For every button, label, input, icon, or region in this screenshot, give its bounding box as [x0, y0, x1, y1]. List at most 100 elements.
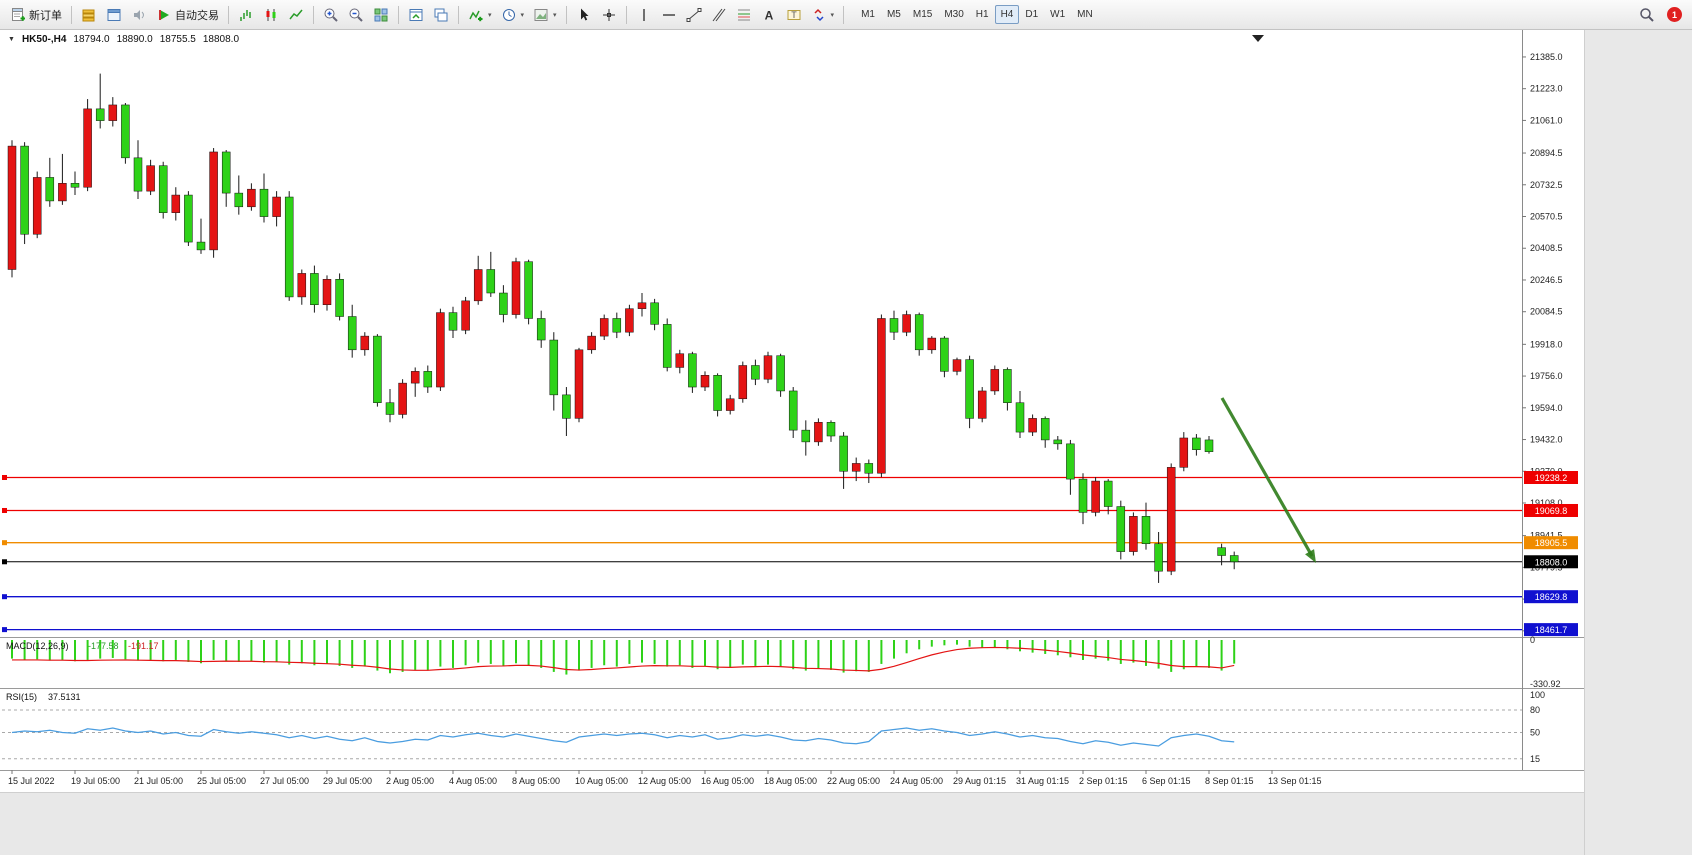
trend-arrow[interactable]: [1220, 397, 1316, 563]
new-order-button-label: 新订单: [29, 9, 62, 22]
candle: [196, 241, 206, 251]
periods-button[interactable]: ▾: [497, 3, 529, 27]
equidistant-channel-button[interactable]: [707, 3, 731, 27]
fibo-icon: [737, 9, 750, 20]
candle: [1066, 443, 1075, 480]
candle: [423, 371, 433, 388]
toolbar-separator: [565, 5, 567, 24]
svg-text:18808.0: 18808.0: [1535, 557, 1568, 567]
svg-text:A: A: [764, 8, 773, 22]
zoom-out-button[interactable]: [344, 3, 368, 27]
window-bottom-margin: [0, 792, 1584, 855]
svg-text:20894.5: 20894.5: [1530, 148, 1563, 158]
svg-text:29 Aug 01:15: 29 Aug 01:15: [953, 776, 1006, 786]
chart-shift-marker[interactable]: [1252, 35, 1264, 42]
svg-text:18941.5: 18941.5: [1530, 531, 1563, 541]
candle: [814, 422, 823, 443]
candle: [650, 302, 659, 325]
crosshair-button[interactable]: [597, 3, 621, 27]
svg-text:31 Aug 01:15: 31 Aug 01:15: [1016, 776, 1069, 786]
toolbar-separator: [458, 5, 459, 24]
zoom-in-button[interactable]: [319, 3, 343, 27]
arrows-icon: [814, 8, 824, 21]
auto-trading-button-label: 自动交易: [175, 9, 219, 22]
candle: [1192, 437, 1201, 450]
trendline-button[interactable]: [682, 3, 706, 27]
timeframe-M30[interactable]: M30: [944, 9, 964, 20]
vline-icon: [642, 8, 645, 21]
svg-text:MACD(12,26,9): MACD(12,26,9): [6, 641, 69, 651]
timeframe-W1[interactable]: W1: [1050, 9, 1066, 20]
bar-chart-type-button[interactable]: [234, 3, 258, 27]
horizontal-line-button[interactable]: [657, 3, 681, 27]
candle: [662, 324, 672, 368]
svg-text:0: 0: [1530, 635, 1535, 645]
crosshair-icon: [602, 8, 615, 21]
svg-text:16 Aug 05:00: 16 Aug 05:00: [701, 776, 754, 786]
text-label-button[interactable]: T: [782, 3, 806, 27]
timeframe-M15[interactable]: M15: [912, 9, 933, 20]
candle: [889, 318, 899, 333]
candle: [902, 314, 911, 333]
svg-text:10 Aug 05:00: 10 Aug 05:00: [575, 776, 628, 786]
toolbar-right-cluster: 1: [1635, 3, 1686, 27]
price-tags: 19238.2 19069.8 18905.5 18808.0 18629.8 18461…: [1524, 471, 1578, 637]
auto-trading-button[interactable]: 自动交易: [152, 3, 223, 27]
candle: [247, 188, 256, 208]
hline-left-marker: [2, 507, 7, 513]
timeframe-D1[interactable]: D1: [1025, 9, 1039, 20]
time-axis: 15 Jul 2022 19 Jul 05:00 21 Jul 05:00 25 Ju…: [8, 770, 1322, 786]
new-order-button[interactable]: 新订单: [6, 3, 66, 27]
chevron-down-icon: ▾: [488, 11, 492, 19]
timeframe-M5[interactable]: M5: [886, 9, 901, 20]
data-window-button[interactable]: [102, 3, 126, 27]
search-button[interactable]: [1635, 3, 1659, 27]
zoom-out-icon: [349, 8, 363, 22]
line-chart-type-button[interactable]: [284, 3, 308, 27]
timeframe-M1[interactable]: M1: [861, 9, 875, 20]
candle: [1015, 402, 1025, 433]
terminal-button[interactable]: [127, 3, 151, 27]
arrange-windows-button[interactable]: [404, 3, 428, 27]
svg-text:21 Jul 05:00: 21 Jul 05:00: [134, 776, 183, 786]
candle: [788, 390, 798, 431]
candle: [20, 145, 29, 235]
text-button[interactable]: A: [757, 3, 781, 27]
svg-text:8 Aug 05:00: 8 Aug 05:00: [512, 776, 560, 786]
svg-text:37.5131: 37.5131: [48, 692, 81, 702]
notification-badge[interactable]: 1: [1667, 7, 1682, 22]
candle-chart-type-button[interactable]: [259, 3, 283, 27]
hline-icon: [662, 13, 675, 16]
svg-text:-177.58: -177.58: [88, 641, 119, 651]
candle: [95, 108, 105, 121]
candlestick-chart[interactable]: 21385.0 21223.0 21061.0 20894.5 20732.5 20570…: [0, 30, 1584, 792]
toolbar-separator: [228, 5, 229, 24]
timeframe-H4[interactable]: H4: [994, 5, 1020, 24]
tile-windows-button[interactable]: [369, 3, 393, 27]
toolbar-separator: [398, 5, 399, 24]
cascade-windows-button[interactable]: [429, 3, 453, 27]
market-watch-button[interactable]: [77, 3, 101, 27]
candle: [688, 353, 697, 388]
candle: [45, 177, 55, 202]
svg-text:20732.5: 20732.5: [1530, 180, 1563, 190]
arrows-tool-button[interactable]: ▾: [807, 3, 839, 27]
candle: [272, 196, 281, 217]
vertical-line-button[interactable]: [632, 3, 656, 27]
candle: [221, 151, 231, 194]
collapse-triangle-icon[interactable]: ▼: [8, 36, 15, 43]
indicators-button[interactable]: ▾: [464, 3, 496, 27]
timeframe-H1[interactable]: H1: [975, 9, 989, 20]
timeframe-MN[interactable]: MN: [1077, 9, 1093, 20]
candle: [146, 165, 155, 192]
cursor-button[interactable]: [572, 3, 596, 27]
templates-button[interactable]: ▾: [529, 3, 561, 27]
svg-text:18 Aug 05:00: 18 Aug 05:00: [764, 776, 817, 786]
svg-text:21223.0: 21223.0: [1530, 84, 1563, 94]
candle: [725, 398, 735, 411]
candle: [1141, 516, 1151, 545]
fibonacci-button[interactable]: [732, 3, 756, 27]
template-icon: [534, 8, 548, 21]
candle: [675, 353, 685, 368]
new-order-icon: [12, 7, 25, 21]
